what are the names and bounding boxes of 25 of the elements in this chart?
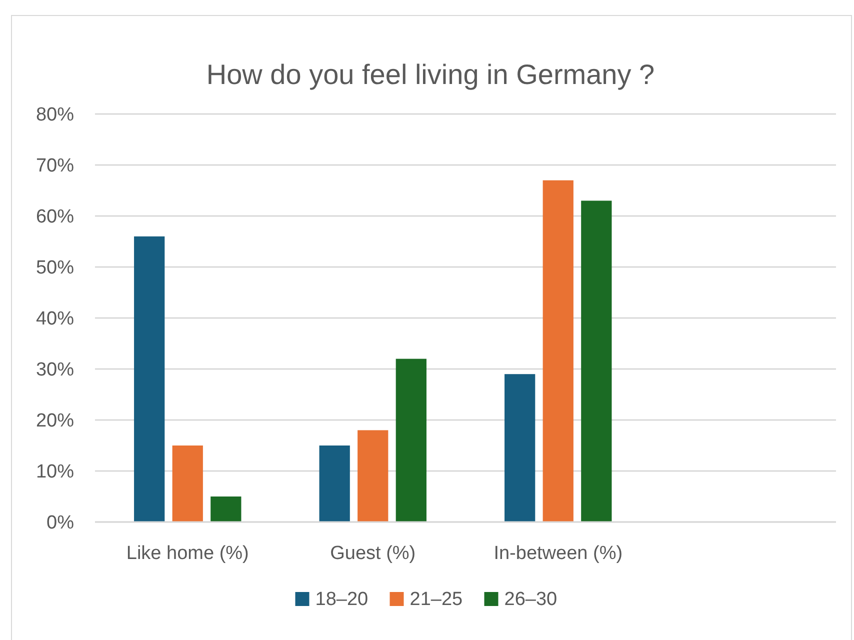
bar	[134, 236, 165, 522]
bar	[504, 374, 536, 522]
y-tick-label: 40%	[36, 308, 74, 330]
chart-title: How do you feel living in Germany ?	[206, 59, 655, 90]
legend-label: 21–25	[410, 589, 463, 610]
y-tick-label: 30%	[36, 360, 74, 381]
bar	[172, 446, 203, 522]
legend-label: 26–30	[504, 589, 558, 610]
legend-label: 18–20	[315, 589, 368, 610]
bar	[358, 430, 388, 522]
bar	[210, 496, 242, 522]
y-tick-label: 10%	[36, 462, 74, 483]
y-tick-label: 60%	[36, 206, 74, 228]
bar	[396, 358, 426, 522]
bar	[581, 200, 612, 522]
y-tick-label: 0%	[46, 512, 74, 534]
x-tick-label: Like home (%)	[126, 543, 249, 564]
y-tick-label: 70%	[36, 156, 74, 177]
x-tick-label: Guest (%)	[330, 543, 416, 564]
y-tick-label: 20%	[36, 410, 74, 432]
x-tick-label: In-between (%)	[494, 543, 623, 564]
bar	[319, 446, 350, 522]
y-tick-label: 80%	[36, 104, 74, 126]
y-tick-label: 50%	[36, 258, 74, 279]
bar	[542, 180, 574, 522]
